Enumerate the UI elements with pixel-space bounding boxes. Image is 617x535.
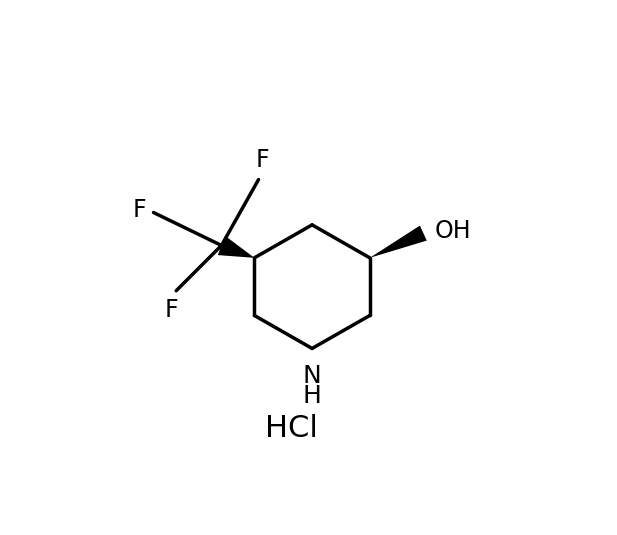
Text: HCl: HCl [265, 414, 318, 444]
Text: F: F [133, 198, 146, 223]
Text: F: F [164, 298, 178, 322]
Text: OH: OH [435, 219, 471, 243]
Text: H: H [303, 384, 321, 408]
Polygon shape [218, 236, 254, 258]
Polygon shape [370, 226, 427, 258]
Text: F: F [256, 148, 270, 172]
Text: N: N [303, 364, 321, 388]
